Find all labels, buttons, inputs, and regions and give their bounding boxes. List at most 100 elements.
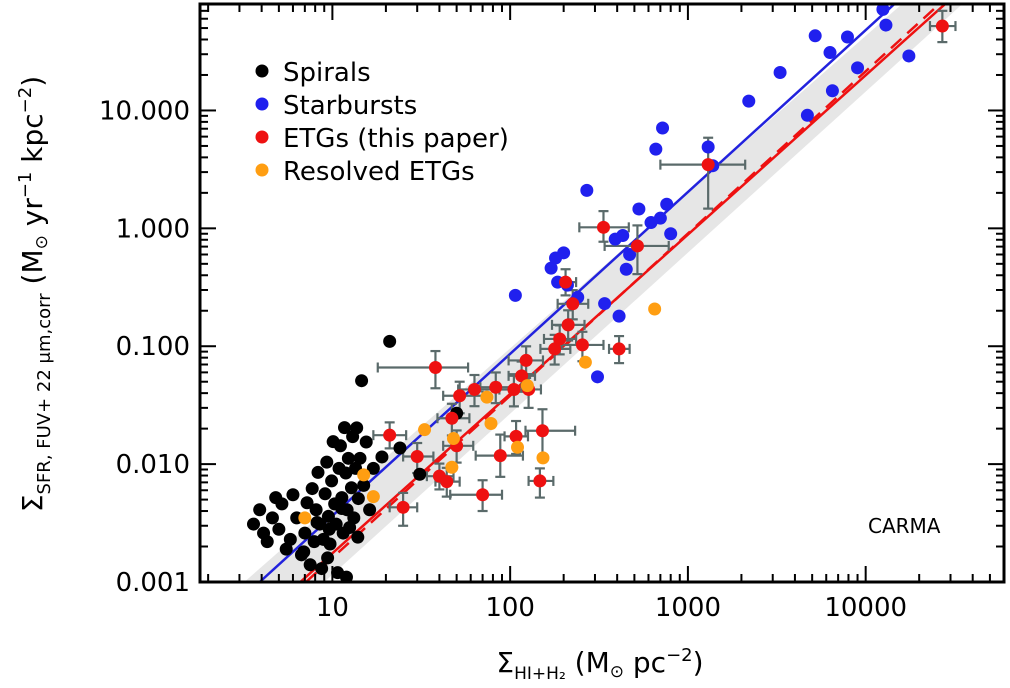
resolved-etgs-point bbox=[648, 302, 662, 316]
spirals-point bbox=[310, 515, 324, 529]
spirals-point bbox=[339, 466, 353, 480]
y-rest: (M bbox=[16, 249, 49, 293]
x-rest: (M bbox=[566, 646, 610, 679]
etgs-this-paper-point bbox=[559, 275, 573, 289]
starbursts-point bbox=[612, 309, 626, 323]
y-sup1: −1 bbox=[15, 172, 36, 199]
legend-label-spirals: Spirals bbox=[283, 58, 371, 88]
etgs-this-paper-point bbox=[467, 382, 481, 396]
etgs-this-paper-point bbox=[396, 500, 410, 514]
starbursts-point bbox=[773, 65, 787, 79]
starbursts-point bbox=[902, 49, 916, 63]
starbursts-point bbox=[660, 197, 674, 211]
etgs-this-paper-point bbox=[935, 19, 949, 33]
y-tick-label: 0.100 bbox=[116, 332, 190, 362]
resolved-etgs-point bbox=[536, 451, 550, 465]
plot-frame bbox=[198, 2, 1006, 584]
y-sup2: −2 bbox=[15, 87, 36, 114]
spirals-point bbox=[383, 334, 397, 348]
etgs-this-paper-point bbox=[440, 475, 454, 489]
spirals-point bbox=[338, 421, 352, 435]
starbursts-point bbox=[649, 142, 663, 156]
x-sup: −2 bbox=[666, 645, 693, 666]
spirals-point bbox=[413, 467, 427, 481]
x-tick-label: 10000 bbox=[824, 593, 907, 623]
spirals-point bbox=[375, 450, 389, 464]
legend-marker-starbursts bbox=[255, 97, 269, 111]
starbursts-point bbox=[623, 247, 637, 261]
spirals-point bbox=[323, 537, 337, 551]
etgs-this-paper-point bbox=[612, 342, 626, 356]
etgs-this-paper-point bbox=[535, 424, 549, 438]
spirals-point bbox=[303, 558, 317, 572]
etgs-this-paper-point bbox=[519, 353, 533, 367]
x-close: ) bbox=[693, 646, 704, 679]
starbursts-point bbox=[808, 29, 822, 43]
resolved-etgs-point bbox=[366, 490, 380, 504]
ticks-layer bbox=[200, 3, 1005, 583]
starbursts-point bbox=[616, 228, 630, 242]
spirals-point bbox=[286, 488, 300, 502]
x-tick-label: 10 bbox=[316, 593, 349, 623]
starbursts-point bbox=[590, 370, 604, 384]
x-tick-label: 1000 bbox=[655, 593, 721, 623]
resolved-etgs-point bbox=[480, 390, 494, 404]
carma-annotation: CARMA bbox=[868, 514, 941, 538]
spirals-point bbox=[320, 455, 334, 469]
spirals-point bbox=[253, 503, 267, 517]
starbursts-point bbox=[656, 121, 670, 135]
x-sigma: Σ bbox=[496, 646, 514, 679]
resolved-etgs-point bbox=[511, 440, 525, 454]
starbursts-point bbox=[742, 94, 756, 108]
starbursts-point bbox=[701, 140, 715, 154]
starbursts-point bbox=[619, 262, 633, 276]
starbursts-point bbox=[632, 202, 646, 216]
y-sigma: Σ bbox=[16, 494, 49, 512]
spirals-point bbox=[347, 511, 361, 525]
starbursts-point bbox=[840, 30, 854, 44]
x-sub: HI+H₂ bbox=[514, 664, 566, 684]
resolved-etgs-point bbox=[484, 417, 498, 431]
y-unit2: kpc bbox=[16, 113, 49, 171]
etg-fit-dashed-line bbox=[305, 4, 941, 582]
spirals-point bbox=[315, 562, 329, 576]
etgs-this-paper-point bbox=[489, 380, 503, 394]
spirals-point bbox=[321, 551, 335, 565]
y-tick-label: 0.010 bbox=[116, 450, 190, 480]
legend-label-resolved-etgs: Resolved ETGs bbox=[283, 157, 475, 187]
legend-marker-resolved-etgs bbox=[255, 163, 269, 177]
spirals-point bbox=[272, 522, 286, 536]
starbursts-point bbox=[664, 227, 678, 241]
resolved-etgs-point bbox=[446, 431, 460, 445]
starbursts-point bbox=[879, 18, 893, 32]
legend-label-etgs-this-paper: ETGs (this paper) bbox=[283, 124, 509, 154]
y-tick-label: 10.000 bbox=[99, 96, 190, 126]
x-tick-label: 100 bbox=[485, 593, 535, 623]
spirals-point bbox=[344, 481, 358, 495]
starbursts-point bbox=[508, 288, 522, 302]
x-unit: pc bbox=[624, 646, 666, 679]
error-bar bbox=[376, 349, 470, 390]
starbursts-point bbox=[653, 211, 667, 225]
etgs-this-paper-point bbox=[701, 158, 715, 172]
spirals-point bbox=[366, 461, 380, 475]
resolved-etgs-point bbox=[445, 460, 459, 474]
x-axis-title: ΣHI+H₂ (M⊙ pc−2) bbox=[496, 645, 703, 684]
spirals-point bbox=[351, 530, 365, 544]
etgs-this-paper-point bbox=[596, 220, 610, 234]
spirals-point bbox=[305, 482, 319, 496]
etgs-this-paper-point bbox=[383, 428, 397, 442]
spirals-point bbox=[357, 478, 371, 492]
spirals-point bbox=[393, 441, 407, 455]
spirals-point bbox=[322, 522, 336, 536]
y-unit1: yr bbox=[16, 198, 49, 235]
spirals-point bbox=[275, 497, 289, 511]
y-tick-label: 1.000 bbox=[116, 214, 190, 244]
etgs-this-paper-point bbox=[410, 450, 424, 464]
etgs-this-paper-point bbox=[493, 449, 507, 463]
legend-marker-spirals bbox=[255, 64, 269, 78]
spirals-point bbox=[359, 435, 373, 449]
legend-label-starbursts: Starbursts bbox=[283, 91, 417, 121]
